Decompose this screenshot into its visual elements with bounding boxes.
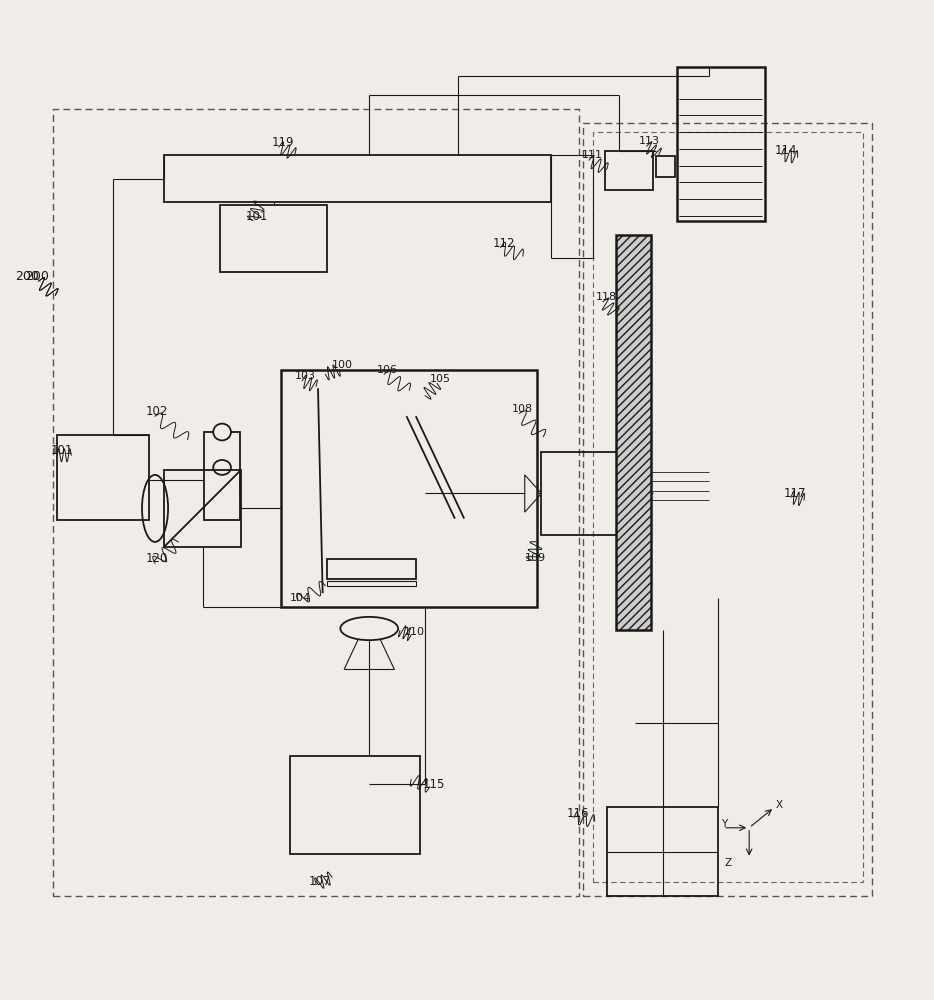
Bar <box>584 123 872 896</box>
Text: 113: 113 <box>639 136 660 146</box>
Bar <box>607 807 718 896</box>
Text: 111: 111 <box>582 150 602 160</box>
Bar <box>290 756 420 854</box>
Bar <box>605 151 653 190</box>
Text: 104: 104 <box>290 593 311 603</box>
Text: 114: 114 <box>774 144 797 157</box>
Text: 109: 109 <box>525 553 545 563</box>
Bar <box>327 559 416 579</box>
Text: 200: 200 <box>24 270 49 283</box>
Bar <box>164 470 241 547</box>
Bar <box>205 432 240 520</box>
Text: 107: 107 <box>309 875 331 888</box>
Text: 101: 101 <box>50 444 73 457</box>
Text: 120: 120 <box>146 552 168 565</box>
Bar <box>327 581 416 586</box>
Bar <box>281 370 537 607</box>
Text: 101: 101 <box>246 210 268 223</box>
Text: 115: 115 <box>422 778 445 791</box>
Text: 119: 119 <box>272 136 294 149</box>
Bar <box>593 132 863 882</box>
Text: 108: 108 <box>512 404 532 414</box>
Text: 100: 100 <box>332 360 353 370</box>
Bar <box>676 67 765 221</box>
Text: Z: Z <box>725 858 732 868</box>
Text: X: X <box>776 800 784 810</box>
Text: 112: 112 <box>493 237 516 250</box>
Bar <box>164 155 551 202</box>
Text: 106: 106 <box>376 365 398 375</box>
Text: 118: 118 <box>596 292 616 302</box>
Bar <box>57 435 149 520</box>
Text: 110: 110 <box>403 627 425 637</box>
Ellipse shape <box>213 424 231 440</box>
Text: 103: 103 <box>295 371 316 381</box>
Bar <box>220 205 327 272</box>
Bar <box>616 235 651 630</box>
Bar <box>656 156 674 177</box>
Text: Y: Y <box>721 819 728 829</box>
Text: 116: 116 <box>567 807 589 820</box>
Bar <box>52 109 579 896</box>
Bar <box>542 452 618 535</box>
Text: 200: 200 <box>15 270 39 283</box>
Text: 102: 102 <box>146 405 168 418</box>
Text: 105: 105 <box>430 374 451 384</box>
Text: 117: 117 <box>784 487 806 500</box>
